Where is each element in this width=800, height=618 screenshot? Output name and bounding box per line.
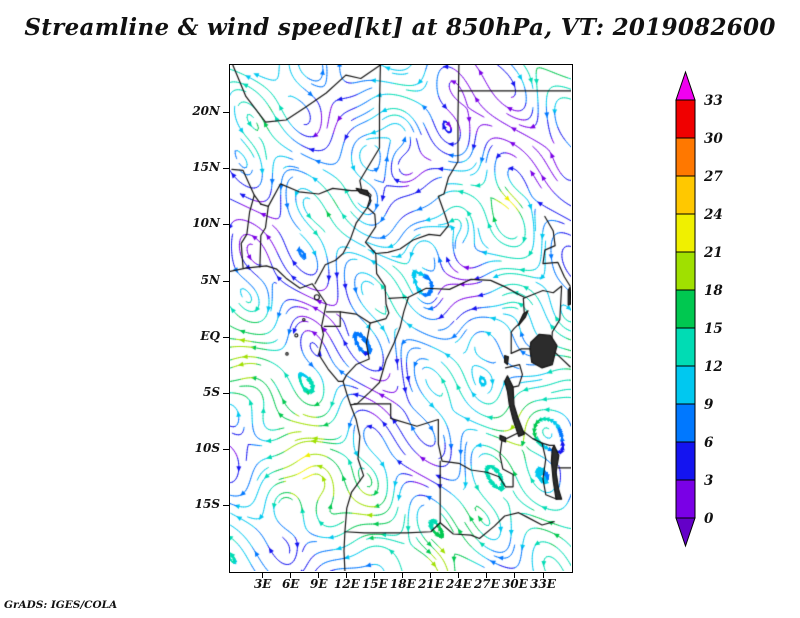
lon-tick-mark bbox=[430, 573, 432, 578]
colorbar-label: 33 bbox=[704, 93, 723, 109]
lon-tick-mark bbox=[458, 573, 460, 578]
colorbar-label: 24 bbox=[703, 207, 723, 223]
lon-tick-label: 12E bbox=[333, 577, 360, 591]
streamline-map-canvas bbox=[230, 65, 571, 571]
lon-tick-label: 3E bbox=[253, 577, 272, 591]
lat-tick-mark bbox=[223, 448, 229, 450]
lat-tick-mark bbox=[223, 168, 229, 170]
colorbar-segment bbox=[675, 289, 696, 329]
lat-tick-mark bbox=[223, 280, 229, 282]
colorbar-label: 15 bbox=[704, 321, 723, 337]
lon-tick-mark bbox=[290, 573, 292, 578]
lat-tick-label: 15N bbox=[192, 160, 220, 175]
colorbar-under-arrow bbox=[675, 517, 696, 548]
colorbar-label: 12 bbox=[704, 359, 723, 375]
colorbar-label: 18 bbox=[704, 283, 723, 299]
colorbar-label: 0 bbox=[704, 511, 714, 527]
colorbar-segment bbox=[675, 99, 696, 139]
lon-tick-mark bbox=[262, 573, 264, 578]
colorbar-label: 6 bbox=[704, 435, 714, 451]
lon-tick-mark bbox=[346, 573, 348, 578]
wind-speed-colorbar: 0 3 6 9 12 15 18 21 24 27 30 33 bbox=[675, 70, 723, 548]
lat-tick-label: 5N bbox=[200, 272, 220, 287]
colorbar-over-arrow bbox=[675, 70, 696, 101]
lon-tick-label: 6E bbox=[281, 577, 300, 591]
lon-tick-label: 27E bbox=[473, 577, 500, 591]
lat-tick-mark bbox=[223, 336, 229, 338]
lon-tick-label: 33E bbox=[530, 577, 556, 591]
lon-tick-label: 24E bbox=[445, 577, 472, 591]
lat-tick-label: 5S bbox=[202, 384, 220, 399]
map-frame bbox=[229, 64, 573, 573]
colorbar-label: 9 bbox=[704, 397, 714, 413]
lon-tick-mark bbox=[542, 573, 544, 578]
lon-tick-mark bbox=[402, 573, 404, 578]
colorbar-label: 3 bbox=[704, 473, 713, 489]
colorbar-segment bbox=[675, 175, 696, 215]
lat-tick-label: 20N bbox=[192, 104, 220, 119]
colorbar-segment bbox=[675, 403, 696, 443]
colorbar-segment bbox=[675, 479, 696, 519]
lat-tick-label: 10S bbox=[194, 440, 220, 455]
lon-tick-label: 15E bbox=[361, 577, 388, 591]
credit-text: GrADS: IGES/COLA bbox=[4, 599, 118, 611]
lon-tick-label: 9E bbox=[310, 577, 328, 591]
colorbar-segment bbox=[675, 365, 696, 405]
lat-tick-label: 15S bbox=[194, 496, 220, 511]
colorbar-label: 30 bbox=[704, 131, 723, 147]
colorbar-segment bbox=[675, 441, 696, 481]
plot-title: Streamline & wind speed[kt] at 850hPa, V… bbox=[24, 14, 776, 41]
lat-tick-label: EQ bbox=[200, 328, 220, 343]
lon-tick-label: 21E bbox=[417, 577, 444, 591]
lon-tick-mark bbox=[374, 573, 376, 578]
lat-tick-mark bbox=[223, 224, 229, 226]
lon-tick-mark bbox=[514, 573, 516, 578]
lon-tick-label: 18E bbox=[389, 577, 416, 591]
lon-tick-mark bbox=[486, 573, 488, 578]
lon-tick-mark bbox=[318, 573, 320, 578]
lat-tick-mark bbox=[223, 504, 229, 506]
colorbar-segment bbox=[675, 327, 696, 367]
colorbar-label: 27 bbox=[703, 169, 723, 185]
lon-tick-label: 30E bbox=[501, 577, 528, 591]
lat-tick-mark bbox=[223, 112, 229, 114]
colorbar-segment bbox=[675, 213, 696, 253]
colorbar-segment bbox=[675, 137, 696, 177]
colorbar-segment bbox=[675, 251, 696, 291]
lat-tick-mark bbox=[223, 392, 229, 394]
lat-tick-label: 10N bbox=[192, 216, 220, 231]
colorbar-label: 21 bbox=[703, 245, 723, 261]
